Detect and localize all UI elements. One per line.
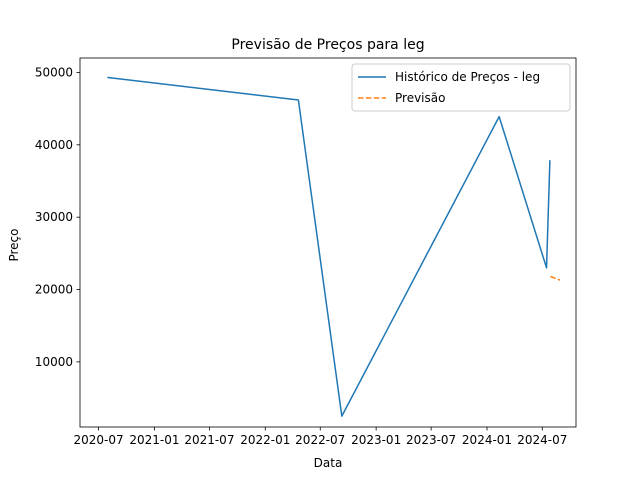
y-axis-label: Preço [7,228,21,261]
x-tick-label: 2020-07 [73,433,123,447]
plot-area [80,58,576,427]
chart-title: Previsão de Preços para leg [231,37,424,53]
y-tick-label: 50000 [35,65,73,79]
x-tick-label: 2024-01 [462,433,512,447]
y-tick-label: 10000 [35,355,73,369]
legend: Histórico de Preços - leg Previsão [351,63,571,112]
x-axis-label: Data [314,456,343,470]
y-tick-label: 30000 [35,210,73,224]
y-tick-label: 40000 [35,138,73,152]
legend-label-1: Previsão [395,91,445,105]
axes-layer: 2020-07 2021-01 2021-07 2022-01 2022-07 2023-… [35,57,577,447]
series-layer [107,76,561,417]
legend-label-0: Histórico de Preços - leg [395,70,540,84]
x-tick-label: 2021-01 [129,433,179,447]
x-tick-label: 2024-07 [517,433,567,447]
plot-background [80,58,576,427]
x-tick-label: 2023-07 [406,433,456,447]
y-tick-label: 20000 [35,283,73,297]
plot-frame [79,57,577,428]
series-line-0 [107,76,551,417]
legend-box [351,63,571,112]
x-tick-label: 2023-01 [351,433,401,447]
x-tick-label: 2022-01 [240,433,290,447]
x-tick-label: 2021-07 [184,433,234,447]
series-line-1 [550,275,561,281]
x-tick-label: 2022-07 [295,433,345,447]
